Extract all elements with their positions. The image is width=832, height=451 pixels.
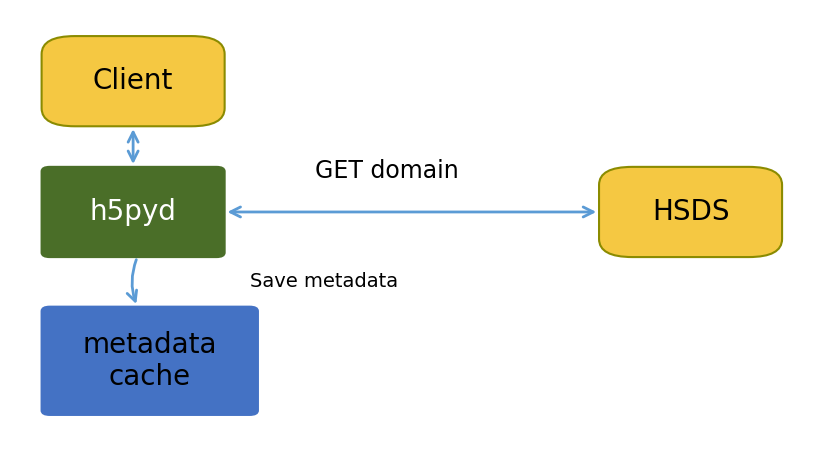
FancyBboxPatch shape	[42, 167, 225, 257]
Text: Save metadata: Save metadata	[250, 272, 398, 291]
Text: HSDS: HSDS	[651, 198, 730, 226]
Text: GET domain: GET domain	[315, 159, 458, 184]
FancyBboxPatch shape	[599, 167, 782, 257]
Text: Client: Client	[93, 67, 173, 95]
FancyBboxPatch shape	[42, 36, 225, 126]
FancyBboxPatch shape	[42, 307, 258, 415]
Text: metadata
cache: metadata cache	[82, 331, 217, 391]
Text: h5pyd: h5pyd	[90, 198, 176, 226]
